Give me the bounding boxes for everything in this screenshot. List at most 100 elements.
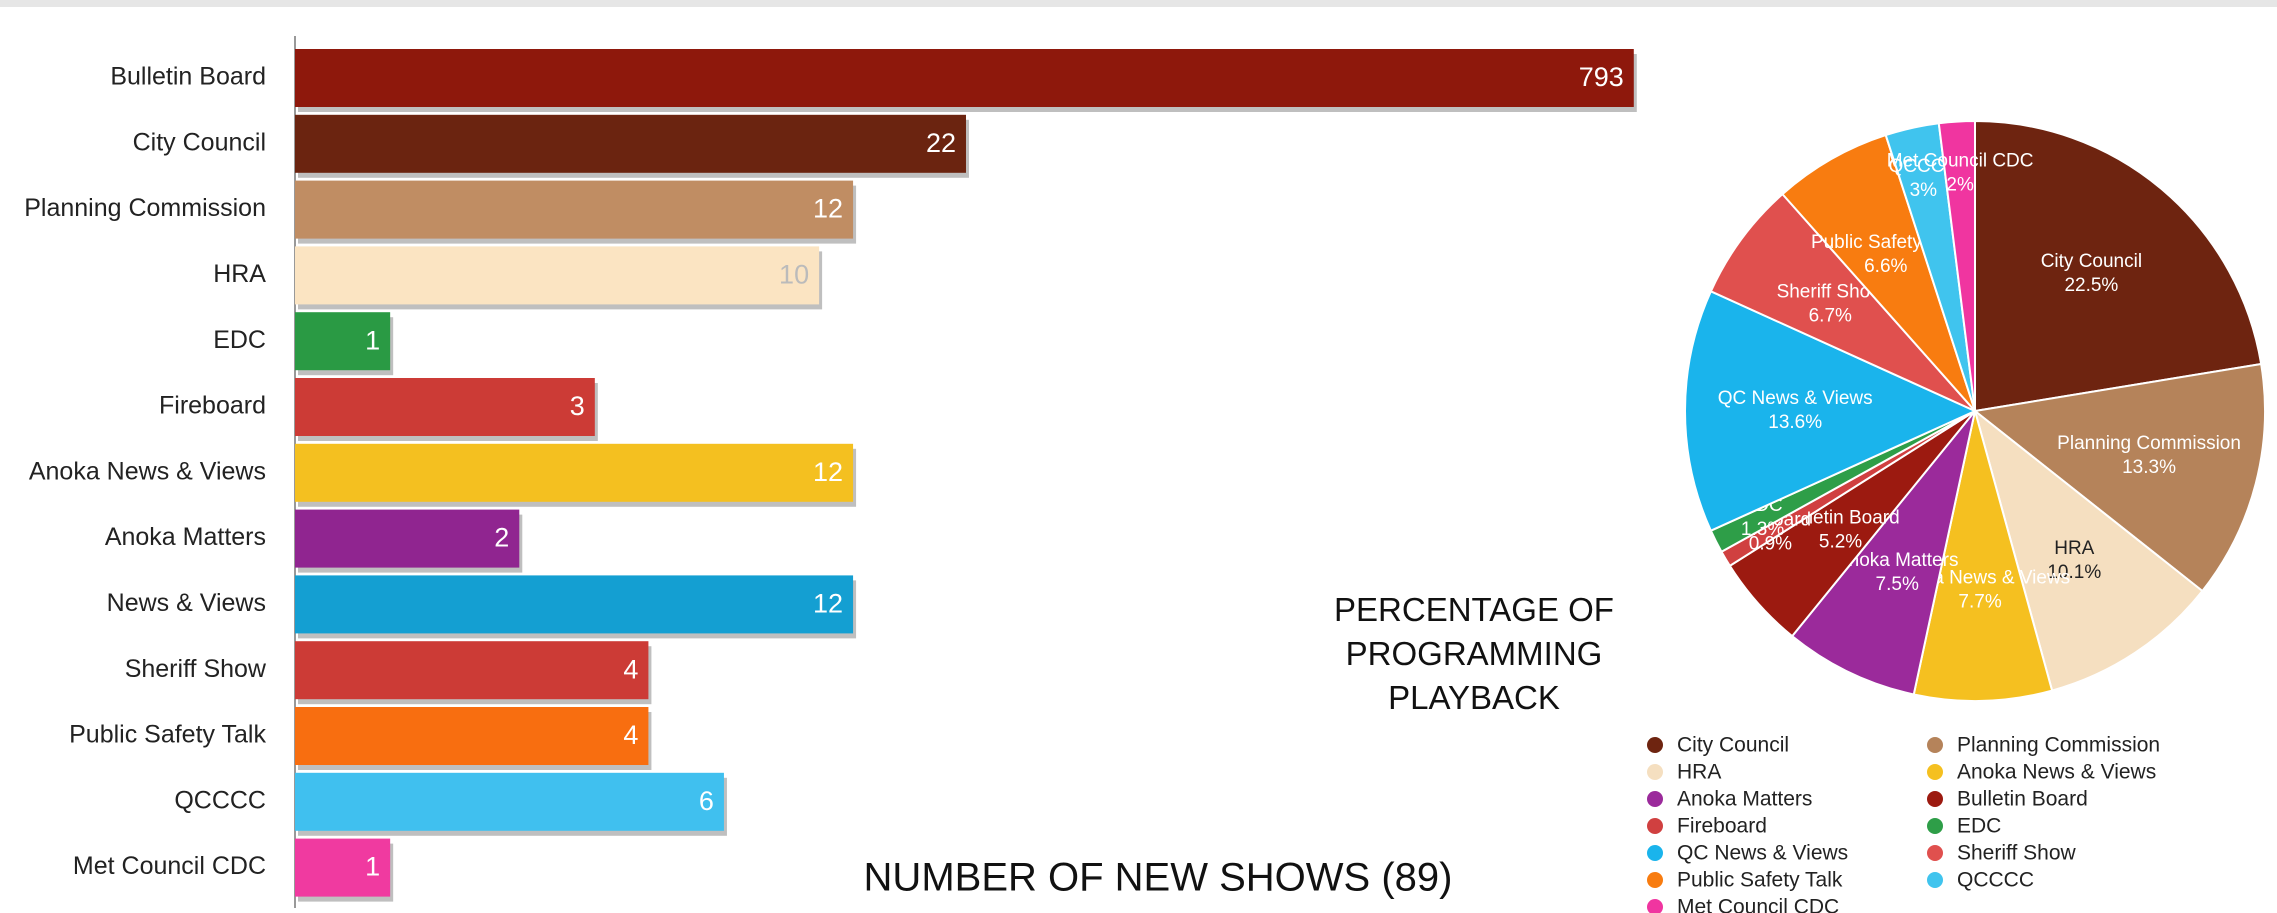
bar	[295, 49, 1634, 107]
slice-value-label: 5.2%	[1819, 531, 1862, 552]
bar	[295, 575, 854, 634]
slice-label: QC News & Views	[1718, 388, 1873, 409]
slice-value-label: 2%	[1946, 175, 1974, 196]
legend-label: Met Council CDC	[1677, 896, 1839, 913]
top-bar	[0, 0, 2277, 7]
bar	[295, 443, 854, 502]
y-tick-label: News & Views	[107, 589, 266, 617]
bar	[295, 114, 966, 173]
y-tick-label: Anoka News & Views	[29, 457, 266, 485]
slice-label: Planning Commission	[2057, 433, 2241, 454]
legend-marker	[1647, 872, 1663, 888]
value-label: 22	[926, 128, 956, 158]
legend-marker	[1647, 737, 1663, 753]
y-tick-label: EDC	[213, 326, 266, 354]
y-tick-label: Met Council CDC	[73, 852, 266, 880]
legend-label: QCCCC	[1957, 869, 2034, 892]
legend-label: Anoka News & Views	[1957, 761, 2156, 784]
slice-label: Anoka Matters	[1836, 550, 1959, 571]
bar	[295, 378, 595, 436]
legend-marker	[1927, 845, 1943, 861]
legend-label: Sheriff Show	[1957, 842, 2077, 865]
legend-label: QC News & Views	[1677, 842, 1848, 865]
slice-value-label: 0.9%	[1749, 533, 1792, 554]
slice-value-label: 6.6%	[1864, 256, 1907, 277]
bar	[295, 838, 391, 897]
bar	[295, 707, 649, 765]
pie-slice	[1912, 410, 2054, 702]
legend-label: Bulletin Board	[1957, 788, 2088, 811]
value-label: 3	[570, 391, 585, 421]
slice-value-label: 7.5%	[1876, 574, 1919, 595]
value-label: 2	[494, 523, 509, 553]
pie-slice	[1973, 408, 2204, 692]
bar-title: NUMBER OF NEW SHOWS (89)	[864, 856, 1453, 900]
value-label: 6	[699, 786, 714, 816]
y-tick-label: Anoka Matters	[105, 523, 266, 551]
pie-slice	[1790, 410, 1976, 696]
legend-marker	[1927, 872, 1943, 888]
legend-marker	[1927, 791, 1943, 807]
legend-label: HRA	[1677, 761, 1721, 784]
pie-slice	[1684, 289, 1978, 533]
value-label: 12	[813, 194, 843, 224]
y-tick-label: Public Safety Talk	[69, 721, 266, 749]
value-label: 10	[779, 260, 809, 290]
value-label: 1	[365, 852, 380, 882]
slice-value-label: 7.7%	[1958, 592, 2001, 613]
legend-marker	[1927, 737, 1943, 753]
value-label: 793	[1579, 62, 1624, 92]
value-label: 1	[365, 325, 380, 355]
slice-value-label: 1.3%	[1741, 519, 1784, 540]
legend-marker	[1647, 791, 1663, 807]
legend-marker	[1927, 818, 1943, 834]
slice-label: HRA	[2054, 538, 2094, 559]
y-tick-label: City Council	[133, 128, 266, 156]
y-tick-label: QCCCC	[174, 786, 266, 814]
pie-title: PERCENTAGE OF PROGRAMMING PLAYBACK	[1334, 591, 1614, 716]
value-label: 4	[623, 720, 638, 750]
y-tick-label: Fireboard	[159, 392, 266, 420]
slice-label: QCCCC	[1888, 156, 1958, 177]
legend-marker	[1647, 845, 1663, 861]
bar	[295, 180, 854, 239]
legend-label: Planning Commission	[1957, 734, 2160, 757]
legend-marker	[1647, 764, 1663, 780]
pie-slice	[1974, 119, 2263, 413]
slice-value-label: 10.1%	[2047, 562, 2101, 583]
slice-label: Sheriff Show	[1777, 281, 1885, 302]
slice-value-label: 6.7%	[1809, 305, 1852, 326]
slice-value-label: 22.5%	[2064, 275, 2118, 296]
bar	[295, 641, 649, 700]
slice-label: Met Council CDC	[1887, 151, 2034, 172]
y-tick-label: HRA	[213, 260, 266, 288]
pie-slice	[1972, 362, 2266, 593]
value-label: 4	[623, 654, 638, 684]
pie-slice	[1781, 133, 1976, 412]
pie-slice	[1709, 192, 1976, 412]
bar	[295, 312, 391, 371]
legend-label: Fireboard	[1677, 815, 1767, 838]
slice-value-label: 13.6%	[1768, 412, 1822, 433]
y-tick-label: Planning Commission	[24, 194, 266, 222]
value-label: 12	[813, 589, 843, 619]
slice-value-label: 13.3%	[2122, 457, 2176, 478]
legend-label: City Council	[1677, 734, 1789, 757]
legend-label: Public Safety Talk	[1677, 869, 1843, 892]
legend-label: EDC	[1957, 815, 2001, 838]
legend-marker	[1647, 818, 1663, 834]
bar	[295, 509, 520, 568]
bar	[295, 246, 820, 305]
slice-value-label: 3%	[1910, 180, 1938, 201]
legend-label: Anoka Matters	[1677, 788, 1812, 811]
y-tick-label: Bulletin Board	[110, 63, 266, 91]
legend-marker	[1647, 899, 1663, 913]
y-tick-label: Sheriff Show	[125, 655, 267, 683]
legend-marker	[1927, 764, 1943, 780]
value-label: 12	[813, 457, 843, 487]
slice-label: City Council	[2041, 251, 2142, 272]
bar	[295, 772, 724, 831]
pie-slice	[1937, 119, 1976, 412]
